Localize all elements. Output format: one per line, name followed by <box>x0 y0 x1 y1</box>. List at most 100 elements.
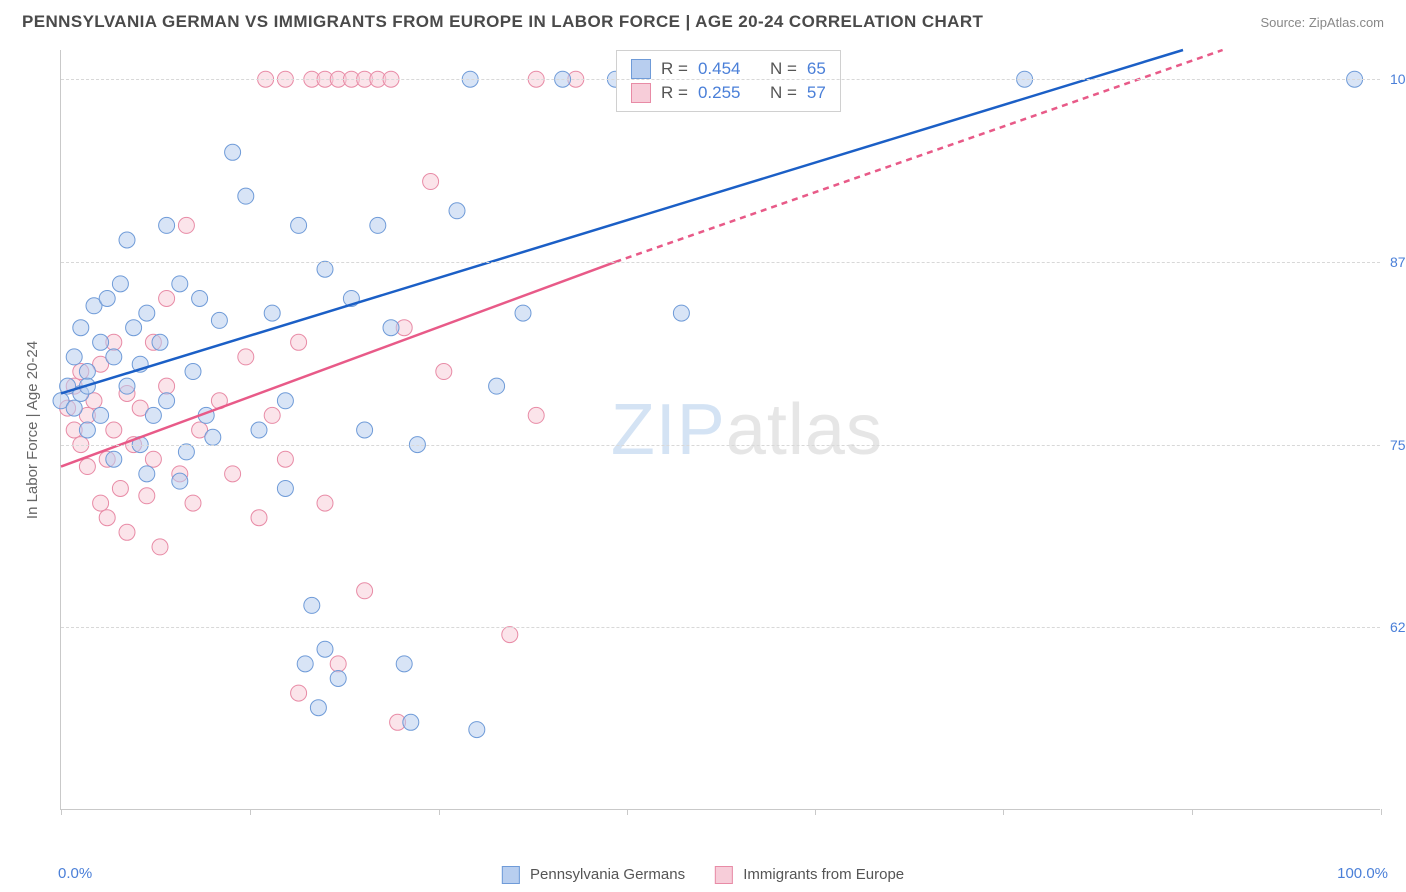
data-point <box>330 670 346 686</box>
gridline <box>61 627 1380 628</box>
swatch-series1-icon <box>631 59 651 79</box>
gridline <box>61 445 1380 446</box>
x-axis-max-label: 100.0% <box>1337 865 1388 882</box>
data-point <box>178 217 194 233</box>
data-point <box>93 495 109 511</box>
y-tick-label: 100.0% <box>1386 71 1406 87</box>
n-value-series1: 65 <box>807 59 826 79</box>
data-point <box>317 495 333 511</box>
data-point <box>159 378 175 394</box>
n-label: N = <box>770 83 797 103</box>
data-point <box>515 305 531 321</box>
y-axis-label: In Labor Force | Age 20-24 <box>24 341 41 519</box>
data-point <box>304 597 320 613</box>
data-point <box>403 714 419 730</box>
data-point <box>469 722 485 738</box>
chart-plot-area: R = 0.454 N = 65 R = 0.255 N = 57 ZIPatl… <box>60 50 1380 810</box>
data-point <box>126 320 142 336</box>
data-point <box>178 444 194 460</box>
data-point <box>119 524 135 540</box>
data-point <box>277 451 293 467</box>
data-point <box>99 290 115 306</box>
data-point <box>310 700 326 716</box>
data-point <box>99 510 115 526</box>
n-label: N = <box>770 59 797 79</box>
r-label: R = <box>661 59 688 79</box>
data-point <box>159 217 175 233</box>
legend-label-series2: Immigrants from Europe <box>743 866 904 883</box>
data-point <box>238 188 254 204</box>
source-attribution: Source: ZipAtlas.com <box>1260 15 1384 30</box>
r-value-series2: 0.255 <box>698 83 741 103</box>
y-tick-label: 87.5% <box>1386 254 1406 270</box>
swatch-series2-icon <box>631 83 651 103</box>
data-point <box>291 685 307 701</box>
data-point <box>277 393 293 409</box>
x-tick <box>627 809 628 815</box>
r-value-series1: 0.454 <box>698 59 741 79</box>
data-point <box>317 261 333 277</box>
data-point <box>159 290 175 306</box>
data-point <box>225 144 241 160</box>
data-point <box>119 378 135 394</box>
data-point <box>106 451 122 467</box>
data-point <box>436 364 452 380</box>
legend-swatch-series2-icon <box>715 866 733 884</box>
stats-row-series2: R = 0.255 N = 57 <box>631 81 826 105</box>
legend-item-series2: Immigrants from Europe <box>715 866 904 884</box>
data-point <box>489 378 505 394</box>
correlation-stats-box: R = 0.454 N = 65 R = 0.255 N = 57 <box>616 50 841 112</box>
data-point <box>106 349 122 365</box>
x-axis-min-label: 0.0% <box>58 865 92 882</box>
data-point <box>152 334 168 350</box>
x-tick <box>250 809 251 815</box>
data-point <box>383 320 399 336</box>
data-point <box>139 488 155 504</box>
data-point <box>145 407 161 423</box>
data-point <box>112 276 128 292</box>
data-point <box>396 656 412 672</box>
gridline <box>61 262 1380 263</box>
data-point <box>79 422 95 438</box>
data-point <box>238 349 254 365</box>
x-tick <box>1192 809 1193 815</box>
data-point <box>106 422 122 438</box>
data-point <box>291 217 307 233</box>
data-point <box>317 641 333 657</box>
data-point <box>172 473 188 489</box>
legend-item-series1: Pennsylvania Germans <box>502 866 685 884</box>
legend-label-series1: Pennsylvania Germans <box>530 866 685 883</box>
data-point <box>277 480 293 496</box>
data-point <box>66 400 82 416</box>
data-point <box>139 466 155 482</box>
data-point <box>93 334 109 350</box>
data-point <box>264 407 280 423</box>
bottom-legend: Pennsylvania Germans Immigrants from Eur… <box>502 866 904 884</box>
data-point <box>112 480 128 496</box>
x-tick <box>815 809 816 815</box>
data-point <box>423 174 439 190</box>
data-point <box>225 466 241 482</box>
data-point <box>119 232 135 248</box>
data-point <box>330 656 346 672</box>
data-point <box>211 312 227 328</box>
data-point <box>152 539 168 555</box>
chart-title: PENNSYLVANIA GERMAN VS IMMIGRANTS FROM E… <box>22 12 983 32</box>
data-point <box>251 422 267 438</box>
data-point <box>291 334 307 350</box>
data-point <box>528 407 544 423</box>
x-tick <box>1003 809 1004 815</box>
x-tick <box>61 809 62 815</box>
legend-swatch-series1-icon <box>502 866 520 884</box>
y-tick-label: 62.5% <box>1386 619 1406 635</box>
y-tick-label: 75.0% <box>1386 437 1406 453</box>
data-point <box>73 320 89 336</box>
data-point <box>93 407 109 423</box>
data-point <box>357 583 373 599</box>
scatter-svg <box>61 50 1380 809</box>
gridline <box>61 79 1380 80</box>
data-point <box>192 290 208 306</box>
data-point <box>172 276 188 292</box>
data-point <box>502 627 518 643</box>
stats-row-series1: R = 0.454 N = 65 <box>631 57 826 81</box>
